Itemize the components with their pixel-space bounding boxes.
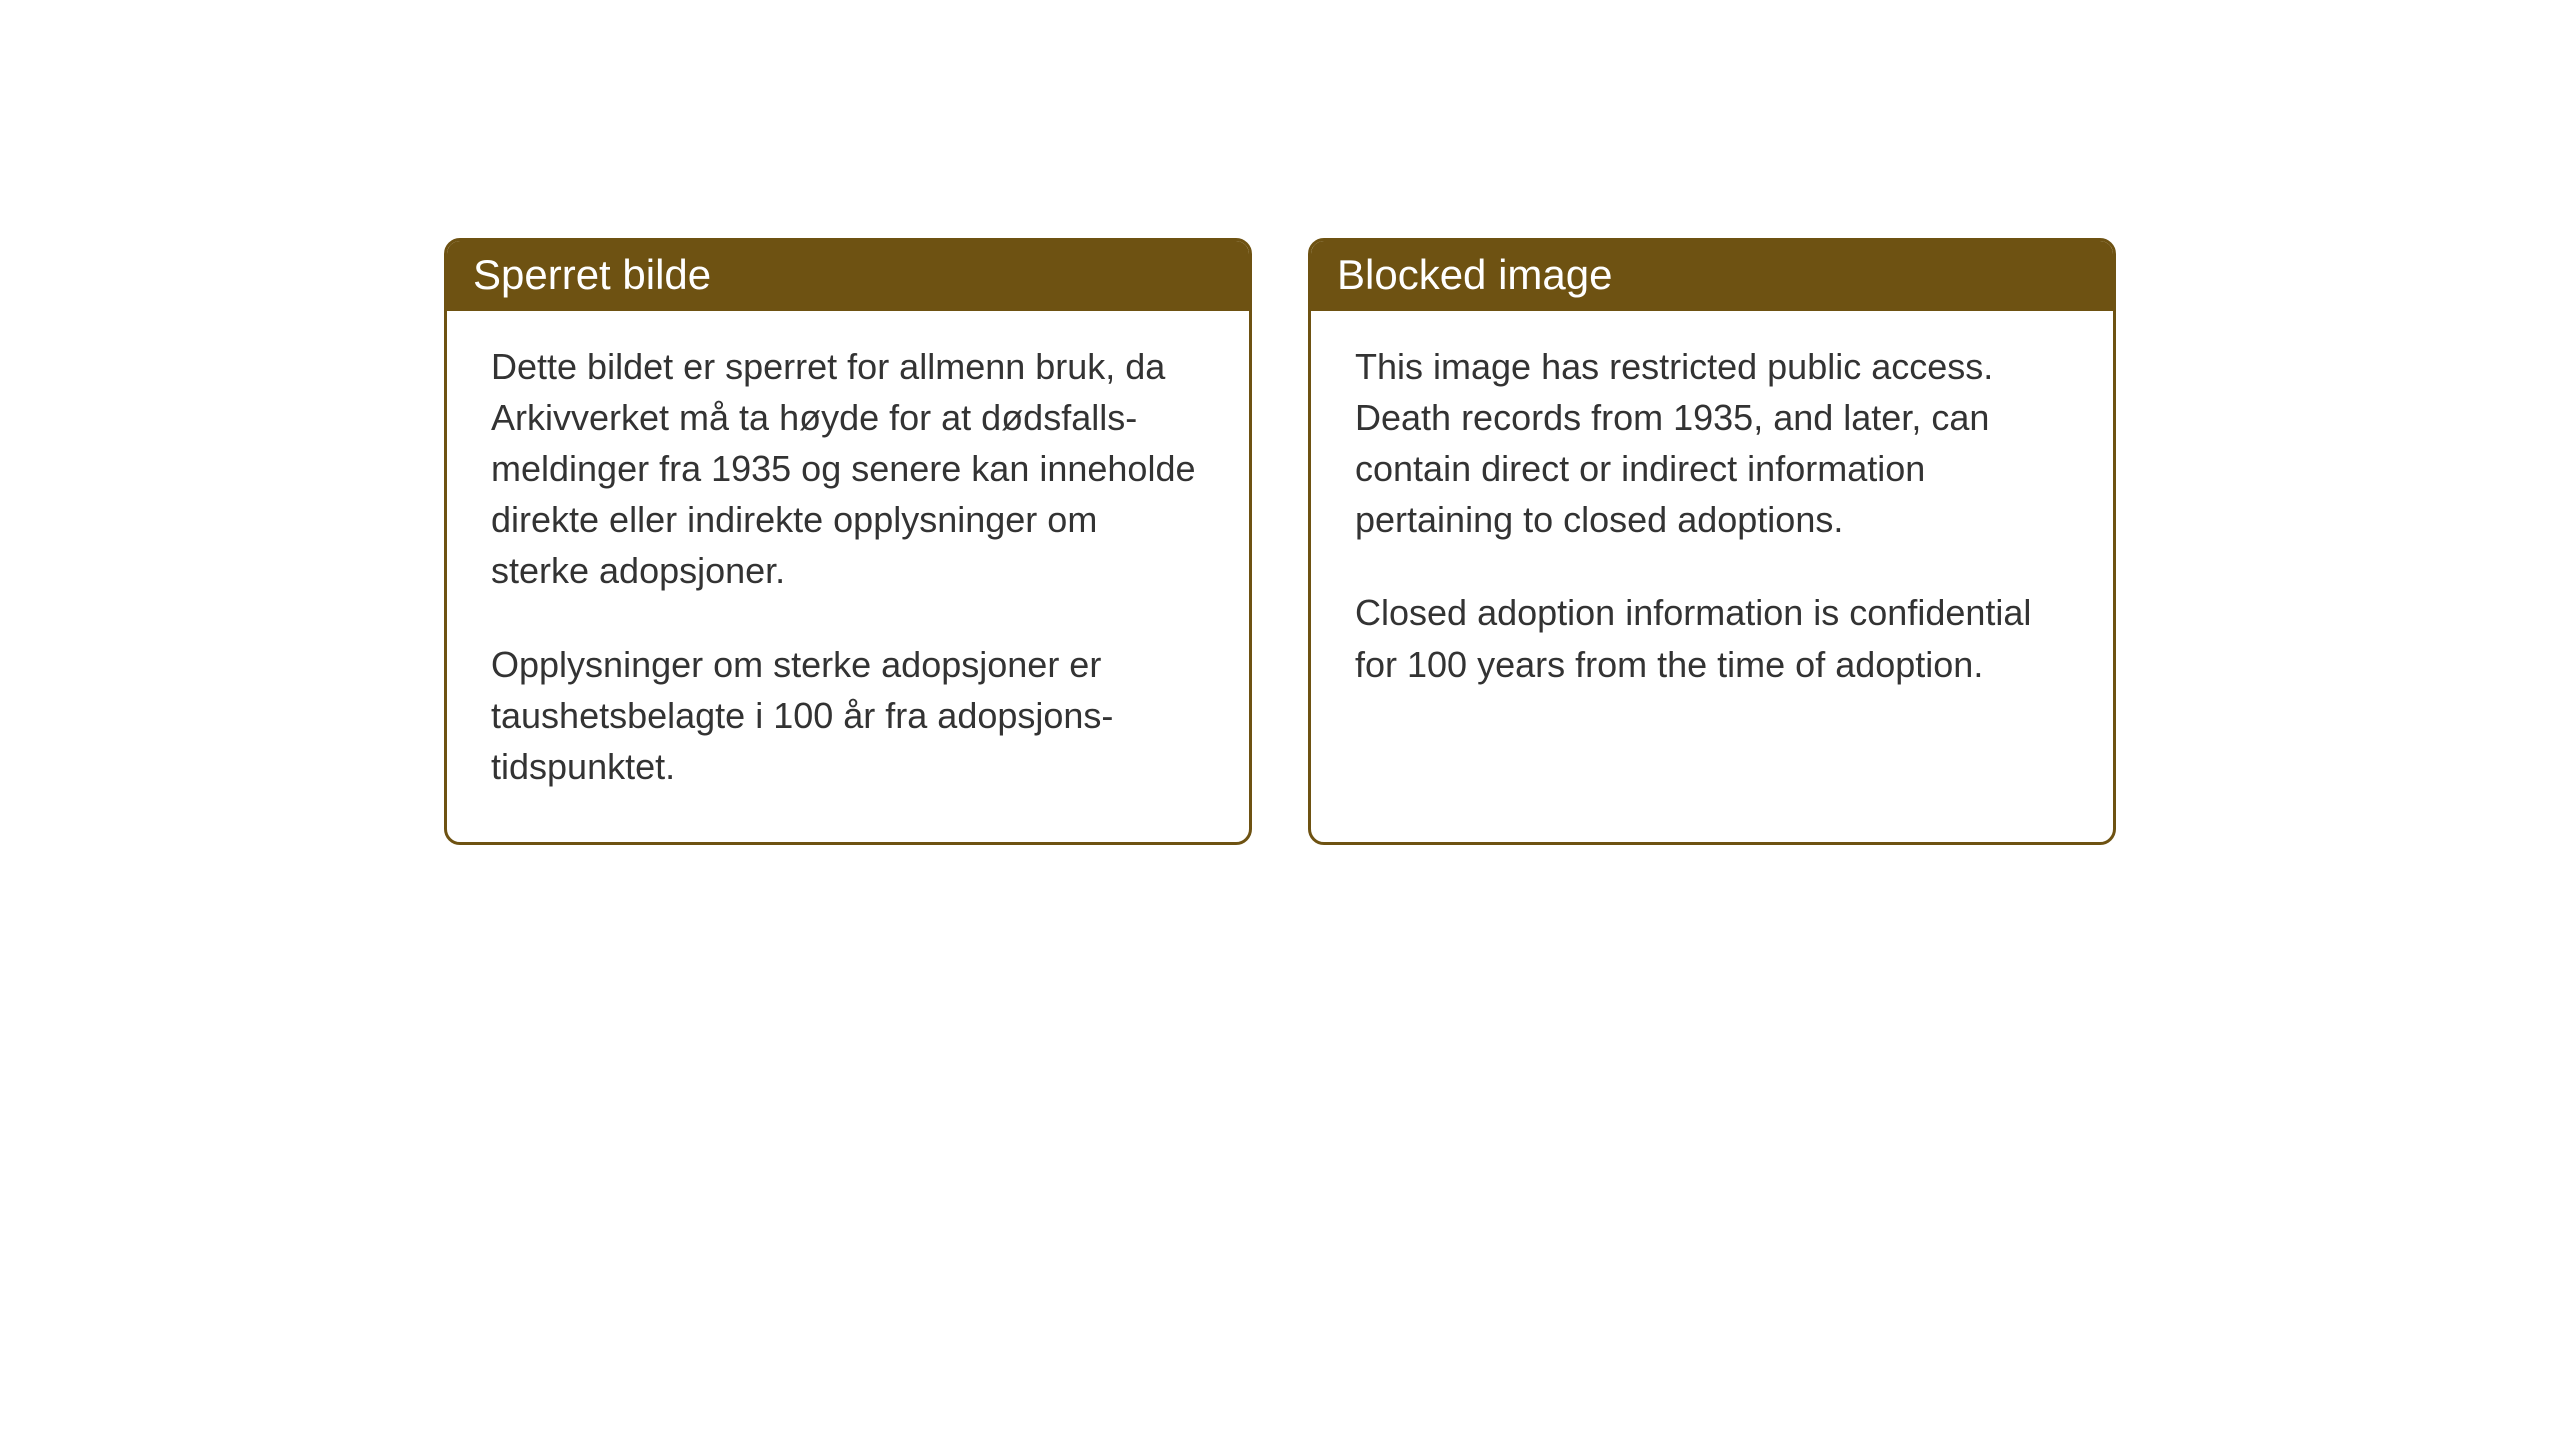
notice-paragraph-2-english: Closed adoption information is confident… <box>1355 587 2069 689</box>
notice-title-english: Blocked image <box>1311 241 2113 311</box>
notice-body-norwegian: Dette bildet er sperret for allmenn bruk… <box>447 311 1249 842</box>
notice-paragraph-2-norwegian: Opplysninger om sterke adopsjoner er tau… <box>491 639 1205 792</box>
notice-body-english: This image has restricted public access.… <box>1311 311 2113 740</box>
notice-card-english: Blocked image This image has restricted … <box>1308 238 2116 845</box>
notice-paragraph-1-english: This image has restricted public access.… <box>1355 341 2069 545</box>
notice-paragraph-1-norwegian: Dette bildet er sperret for allmenn bruk… <box>491 341 1205 597</box>
notice-card-norwegian: Sperret bilde Dette bildet er sperret fo… <box>444 238 1252 845</box>
notice-container: Sperret bilde Dette bildet er sperret fo… <box>0 0 2560 845</box>
notice-title-norwegian: Sperret bilde <box>447 241 1249 311</box>
